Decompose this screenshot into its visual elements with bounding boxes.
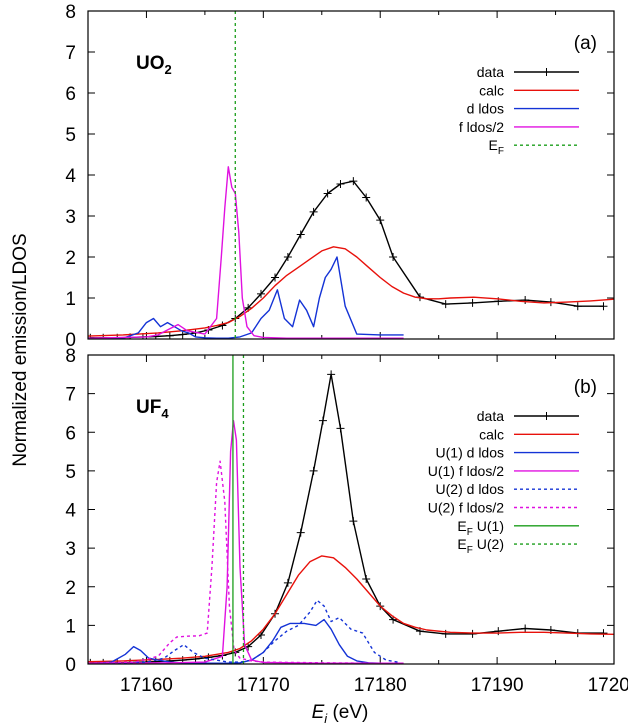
- legend-label-u-2-f-ldos-2: U(2) f ldos/2: [428, 500, 504, 516]
- data-point: [327, 370, 336, 379]
- data-point: [349, 177, 358, 186]
- y-tick-label: 0: [65, 330, 76, 351]
- panel-label: (b): [574, 377, 597, 398]
- legend-label-u-1-d-ldos: U(1) d ldos: [436, 445, 504, 461]
- data-point: [494, 627, 503, 636]
- legend-marker: [542, 412, 551, 420]
- data-point: [204, 653, 213, 662]
- legend-label-data: data: [477, 64, 504, 80]
- legend-label-data: data: [477, 408, 504, 424]
- data-point: [349, 517, 358, 526]
- x-axis-label: Ei (eV): [312, 702, 369, 726]
- data-point: [441, 300, 450, 309]
- y-tick-label: 5: [65, 125, 76, 146]
- y-tick-label: 7: [65, 43, 76, 64]
- y-tick-label: 3: [65, 539, 76, 560]
- compound-label-main: UF: [136, 397, 161, 418]
- legend-label-d-ldos: d ldos: [467, 101, 504, 117]
- series-f-ldos-2: [88, 166, 404, 339]
- data-point: [309, 207, 318, 216]
- data-point: [362, 193, 371, 202]
- x-tick-label: 17170: [237, 675, 290, 696]
- compound-label: UF4: [136, 397, 169, 421]
- data-point: [271, 273, 280, 282]
- legend-label-e-f-u-2: EF U(2): [457, 536, 504, 556]
- compound-label-main: UO: [136, 53, 165, 74]
- data-point: [256, 289, 265, 298]
- data-point: [323, 189, 332, 198]
- legend-label-calc: calc: [479, 82, 504, 98]
- y-tick-label: 2: [65, 578, 76, 599]
- data-point: [283, 253, 292, 261]
- y-tick-label: 8: [65, 2, 76, 23]
- legend-label-e-f-u-1: EF U(1): [457, 518, 504, 538]
- x-axis-label-unit: (eV): [327, 702, 368, 723]
- series-data: [90, 180, 604, 339]
- data-point: [573, 302, 582, 311]
- plot-frame: [87, 354, 615, 665]
- plot-frame: [87, 10, 615, 340]
- y-tick-label: 8: [65, 346, 76, 367]
- y-tick-label: 7: [65, 385, 76, 406]
- data-point: [218, 321, 227, 330]
- data-point: [151, 332, 160, 339]
- data-point: [309, 466, 318, 475]
- y-tick-label: 2: [65, 248, 76, 269]
- data-point: [362, 575, 371, 584]
- series-calc: [88, 246, 614, 337]
- series-u-2-d-ldos: [88, 599, 398, 664]
- data-point: [389, 253, 398, 261]
- data-point: [318, 416, 327, 425]
- x-tick-label: 17160: [120, 675, 173, 696]
- y-tick-label: 6: [65, 423, 76, 444]
- y-tick-label: 1: [65, 616, 76, 637]
- data-point: [283, 578, 292, 587]
- y-tick-label: 6: [65, 84, 76, 105]
- x-axis-label-symbol: E: [312, 702, 325, 723]
- data-point: [336, 180, 345, 189]
- legend-label-calc: calc: [479, 426, 504, 442]
- x-axis-label-subscript: i: [324, 711, 328, 726]
- y-axis-label: Normalized emission/LDOS: [10, 233, 31, 466]
- compound-label: UO2: [136, 53, 172, 77]
- legend-label-u-2-d-ldos: U(2) d ldos: [436, 481, 504, 497]
- data-point: [468, 298, 477, 307]
- series-u-2-f-ldos-2: [88, 460, 381, 664]
- y-tick-label: 3: [65, 207, 76, 228]
- legend-label-u-1-f-ldos-2: U(1) f ldos/2: [428, 463, 504, 479]
- panel-b: 0123456781716017170171801719017200UF4(b)…: [65, 346, 628, 696]
- data-point: [521, 296, 530, 305]
- series-calc: [88, 555, 614, 663]
- data-point: [296, 528, 305, 537]
- compound-label-subscript: 4: [161, 406, 169, 421]
- data-point: [336, 424, 345, 433]
- series-d-ldos: [88, 256, 404, 339]
- data-point: [296, 230, 305, 239]
- x-tick-label: 17200: [588, 675, 628, 696]
- y-tick-label: 4: [65, 166, 76, 187]
- y-tick-label: 5: [65, 462, 76, 483]
- y-tick-label: 0: [65, 655, 76, 676]
- panel-label: (a): [574, 33, 597, 54]
- compound-label-subscript: 2: [165, 62, 172, 77]
- series-u-1-f-ldos-2: [88, 420, 404, 664]
- legend-label-f-ldos-2: f ldos/2: [459, 119, 504, 135]
- legend-label-e-f: EF: [489, 137, 504, 157]
- data-point: [165, 331, 174, 339]
- data-point: [599, 302, 608, 311]
- legend-marker: [542, 68, 551, 76]
- x-tick-label: 17180: [354, 675, 407, 696]
- y-tick-label: 1: [65, 289, 76, 310]
- plot-area: [88, 11, 614, 339]
- data-point: [376, 216, 385, 225]
- data-point: [599, 629, 608, 638]
- series-u-1-d-ldos: [88, 618, 381, 664]
- plot-area: [88, 355, 614, 664]
- y-tick-label: 4: [65, 501, 76, 522]
- data-point: [521, 624, 530, 633]
- data-point: [468, 629, 477, 638]
- x-tick-label: 17190: [471, 675, 524, 696]
